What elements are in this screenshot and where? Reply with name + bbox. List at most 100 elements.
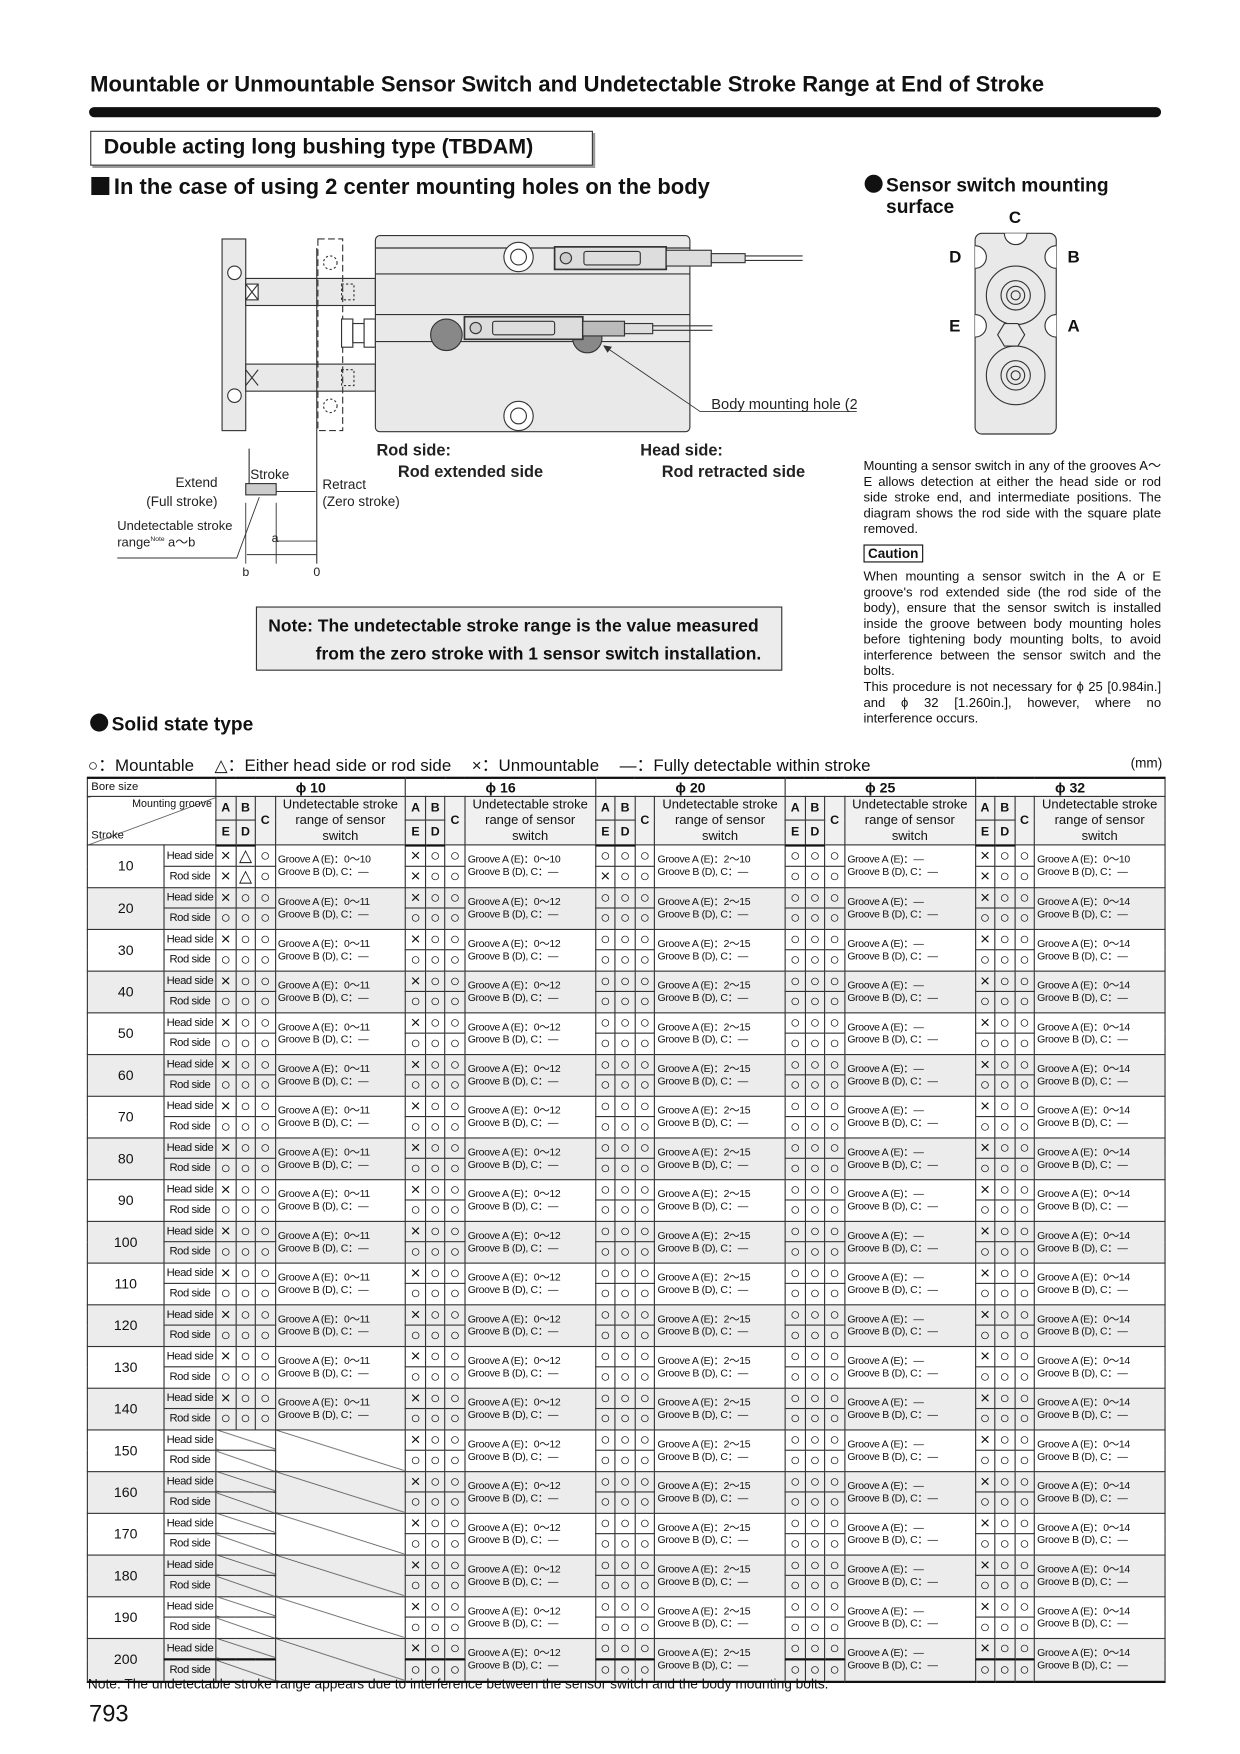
groove-bdc-value: — xyxy=(737,1659,748,1671)
mark-mountable: ○ xyxy=(594,907,616,930)
groove-a-prefix: Groove A (E)： xyxy=(1037,1270,1104,1283)
undetectable-range: Groove A (E)：0～14 Groove B (D), C：— xyxy=(1033,928,1166,972)
bullet-icon xyxy=(90,713,109,732)
groove-bdc-range: Groove B (D), C：— xyxy=(1037,1325,1164,1337)
groove-a-range: Groove A (E)：2～15 xyxy=(658,1354,785,1366)
groove-a-value: 0～12 xyxy=(533,1104,561,1116)
head-side-label: Head side xyxy=(163,1178,217,1201)
groove-a-value: 0～12 xyxy=(533,1187,561,1199)
groove-a-prefix: Groove A (E)： xyxy=(277,937,344,949)
groove-a-range: Groove A (E)：2～15 xyxy=(658,1271,785,1283)
mark-mountable: ○ xyxy=(634,1637,656,1661)
bore-size-label: Bore size xyxy=(86,776,217,797)
bore-size-header: ϕ 25 xyxy=(784,776,976,797)
mark-mountable: ○ xyxy=(254,1387,276,1410)
table-row-head-side: 200 Head side × ○ ○ Groove A (E)：0～12 Groove B… xyxy=(86,1637,1166,1683)
groove-bdc-value: — xyxy=(927,1450,938,1462)
solid-state-heading: Solid state type xyxy=(90,713,253,737)
groove-a-range: Groove A (E)：0～11 xyxy=(278,1271,405,1283)
undetectable-range: Groove A (E)：2～15 Groove B (D), C：— xyxy=(654,1053,786,1097)
groove-bdc-prefix: Groove B (D), C： xyxy=(657,991,739,1003)
undetectable-range: Groove A (E)：0～12 Groove B (D), C：— xyxy=(464,1011,597,1055)
undetectable-range: Groove A (E)：0～12 Groove B (D), C：— xyxy=(464,970,597,1013)
groove-a-prefix: Groove A (E)： xyxy=(277,1062,344,1074)
mark-mountable: ○ xyxy=(824,1303,846,1326)
mark-mountable: ○ xyxy=(614,1533,636,1556)
mark-mountable: ○ xyxy=(1014,949,1035,972)
mark-mountable: ○ xyxy=(824,865,846,888)
groove-bdc-prefix: Groove B (D), C： xyxy=(467,866,549,878)
groove-bdc-range: Groove B (D), C：— xyxy=(658,1534,785,1546)
groove-bdc-value: — xyxy=(358,1241,369,1253)
groove-a-prefix: Groove A (E)： xyxy=(1037,1479,1104,1491)
mark-mountable: ○ xyxy=(444,1637,466,1661)
mark-mountable: ○ xyxy=(235,1261,256,1284)
groove-a-prefix: Groove A (E)： xyxy=(1037,1437,1104,1450)
mark-mountable: ○ xyxy=(254,1199,276,1222)
groove-a-value: 2～15 xyxy=(723,979,751,991)
corner-header: Mounting groove Stroke xyxy=(86,795,217,846)
mark-mountable: ○ xyxy=(634,865,656,888)
groove-bdc-value: — xyxy=(927,1241,938,1253)
groove-bdc-value: — xyxy=(927,1199,938,1212)
mark-mountable: ○ xyxy=(424,1178,446,1201)
mark-mountable: ○ xyxy=(974,1491,996,1514)
caution-label: Caution xyxy=(863,544,923,563)
mark-mountable: ○ xyxy=(614,1470,636,1493)
mark-mountable: ○ xyxy=(444,1553,466,1576)
groove-bdc-prefix: Groove B (D), C： xyxy=(847,1116,928,1128)
groove-a-prefix: Groove A (E)： xyxy=(847,1062,914,1074)
mark-mountable: ○ xyxy=(974,907,996,930)
mark-mountable: ○ xyxy=(614,949,636,972)
rod-side-label: Rod side xyxy=(163,1074,217,1097)
mark-mountable: ○ xyxy=(424,886,446,909)
groove-a-range: Groove A (E)：2～15 xyxy=(658,1313,785,1325)
groove-a-range: Groove A (E)：0～11 xyxy=(278,896,405,908)
mark-mountable: ○ xyxy=(1014,1178,1035,1201)
rod-side-label: Rod side xyxy=(163,865,217,888)
mark-mountable: ○ xyxy=(614,1387,636,1410)
mark-mountable: ○ xyxy=(614,1011,636,1034)
groove-a-prefix: Groove A (E)： xyxy=(847,1521,914,1533)
mark-mountable: ○ xyxy=(1014,1324,1035,1347)
mark-mountable: ○ xyxy=(614,865,636,888)
mark-mountable: ○ xyxy=(254,844,276,867)
mark-mountable: ○ xyxy=(974,1282,996,1305)
mark-mountable: ○ xyxy=(594,949,616,972)
mark-mountable: ○ xyxy=(444,1053,466,1076)
groove-a-prefix: Groove A (E)： xyxy=(657,1187,724,1199)
groove-bdc-prefix: Groove B (D), C： xyxy=(467,1283,549,1295)
undetectable-range: Groove A (E)：— Groove B (D), C：— xyxy=(843,1553,976,1597)
mark-mountable: ○ xyxy=(405,1241,426,1264)
mark-mountable: ○ xyxy=(974,1199,996,1222)
groove-a-value: 2～15 xyxy=(723,1437,751,1450)
stroke-value: 70 xyxy=(86,1095,165,1138)
b-label: b xyxy=(242,565,249,579)
groove-a-value: 0～12 xyxy=(533,1562,561,1575)
mark-mountable: ○ xyxy=(994,1658,1016,1683)
groove-bdc-range: Groove B (D), C：— xyxy=(468,866,595,878)
mark-mountable: ○ xyxy=(215,1366,237,1389)
mark-mountable: ○ xyxy=(784,844,806,867)
mark-mountable: ○ xyxy=(1014,1366,1035,1389)
table-row-rod-side: Rod side ○ ○ ○ ○ ○ ○ ○ ○ ○ ○ ○ ○ ○ ○ ○ xyxy=(87,1157,1165,1180)
groove-a-value: 0～14 xyxy=(1103,937,1130,949)
mark-unmountable: × xyxy=(405,1261,426,1284)
groove-bdc-range: Groove B (D), C：— xyxy=(847,1325,974,1337)
mark-mountable: ○ xyxy=(424,1407,446,1430)
mark-mountable: ○ xyxy=(1014,1616,1035,1639)
mark-mountable: ○ xyxy=(424,1595,446,1618)
mark-mountable: ○ xyxy=(1014,1574,1035,1597)
undetectable-range: Groove A (E)：2～15 Groove B (D), C：— xyxy=(654,1011,786,1055)
mark-unmountable: × xyxy=(405,886,426,909)
groove-a-prefix: Groove A (E)： xyxy=(657,1104,724,1116)
stroke-label: Stroke xyxy=(250,467,289,482)
stroke-value: 60 xyxy=(86,1053,165,1097)
groove-bdc-prefix: Groove B (D), C： xyxy=(847,1366,928,1379)
groove-a-prefix: Groove A (E)： xyxy=(467,1479,534,1491)
groove-bdc-range: Groove B (D), C：— xyxy=(1037,1283,1164,1295)
mark-mountable: ○ xyxy=(594,970,616,992)
mark-mountable: ○ xyxy=(784,970,806,992)
groove-bdc-prefix: Groove B (D), C： xyxy=(1037,1450,1118,1462)
mark-mountable: ○ xyxy=(784,1303,806,1326)
